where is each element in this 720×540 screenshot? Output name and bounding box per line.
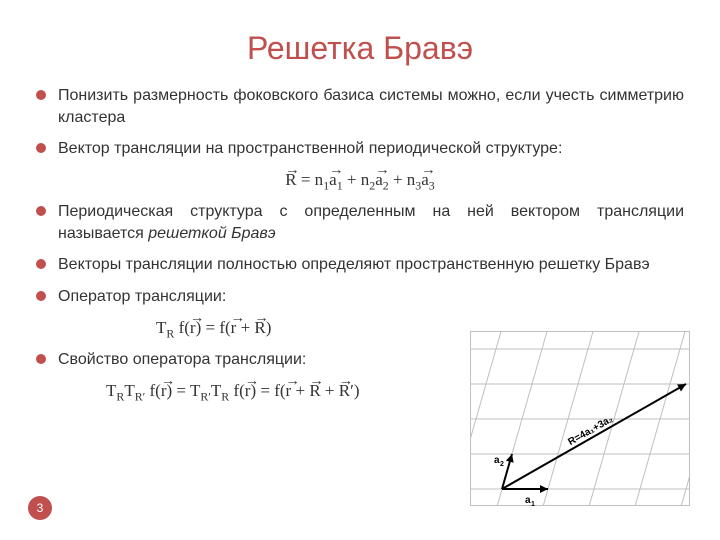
bullet-list-2: Периодическая структура с определенным н… xyxy=(36,201,684,307)
page-number: 3 xyxy=(37,501,44,515)
bullet-1: Понизить размерность фоковского базиса с… xyxy=(36,85,684,128)
bullet-3: Периодическая структура с определенным н… xyxy=(36,201,684,244)
svg-text:1: 1 xyxy=(531,501,535,506)
formula-translation-vector: R = n1a1 + n2a2 + n3a3 xyxy=(36,170,684,193)
svg-text:2: 2 xyxy=(500,461,504,468)
page-number-badge: 3 xyxy=(28,496,52,520)
bullet-2: Вектор трансляции на пространственной пе… xyxy=(36,138,684,160)
lattice-diagram: a1a2R=4a₁+3a₂ xyxy=(470,331,690,506)
bullet-4: Векторы трансляции полностью определяют … xyxy=(36,254,684,276)
bullet-5: Оператор трансляции: xyxy=(36,286,684,308)
page-title: Решетка Бравэ xyxy=(36,30,684,67)
bullet-3-em: решеткой Бравэ xyxy=(148,225,275,242)
bullet-list: Понизить размерность фоковского базиса с… xyxy=(36,85,684,160)
